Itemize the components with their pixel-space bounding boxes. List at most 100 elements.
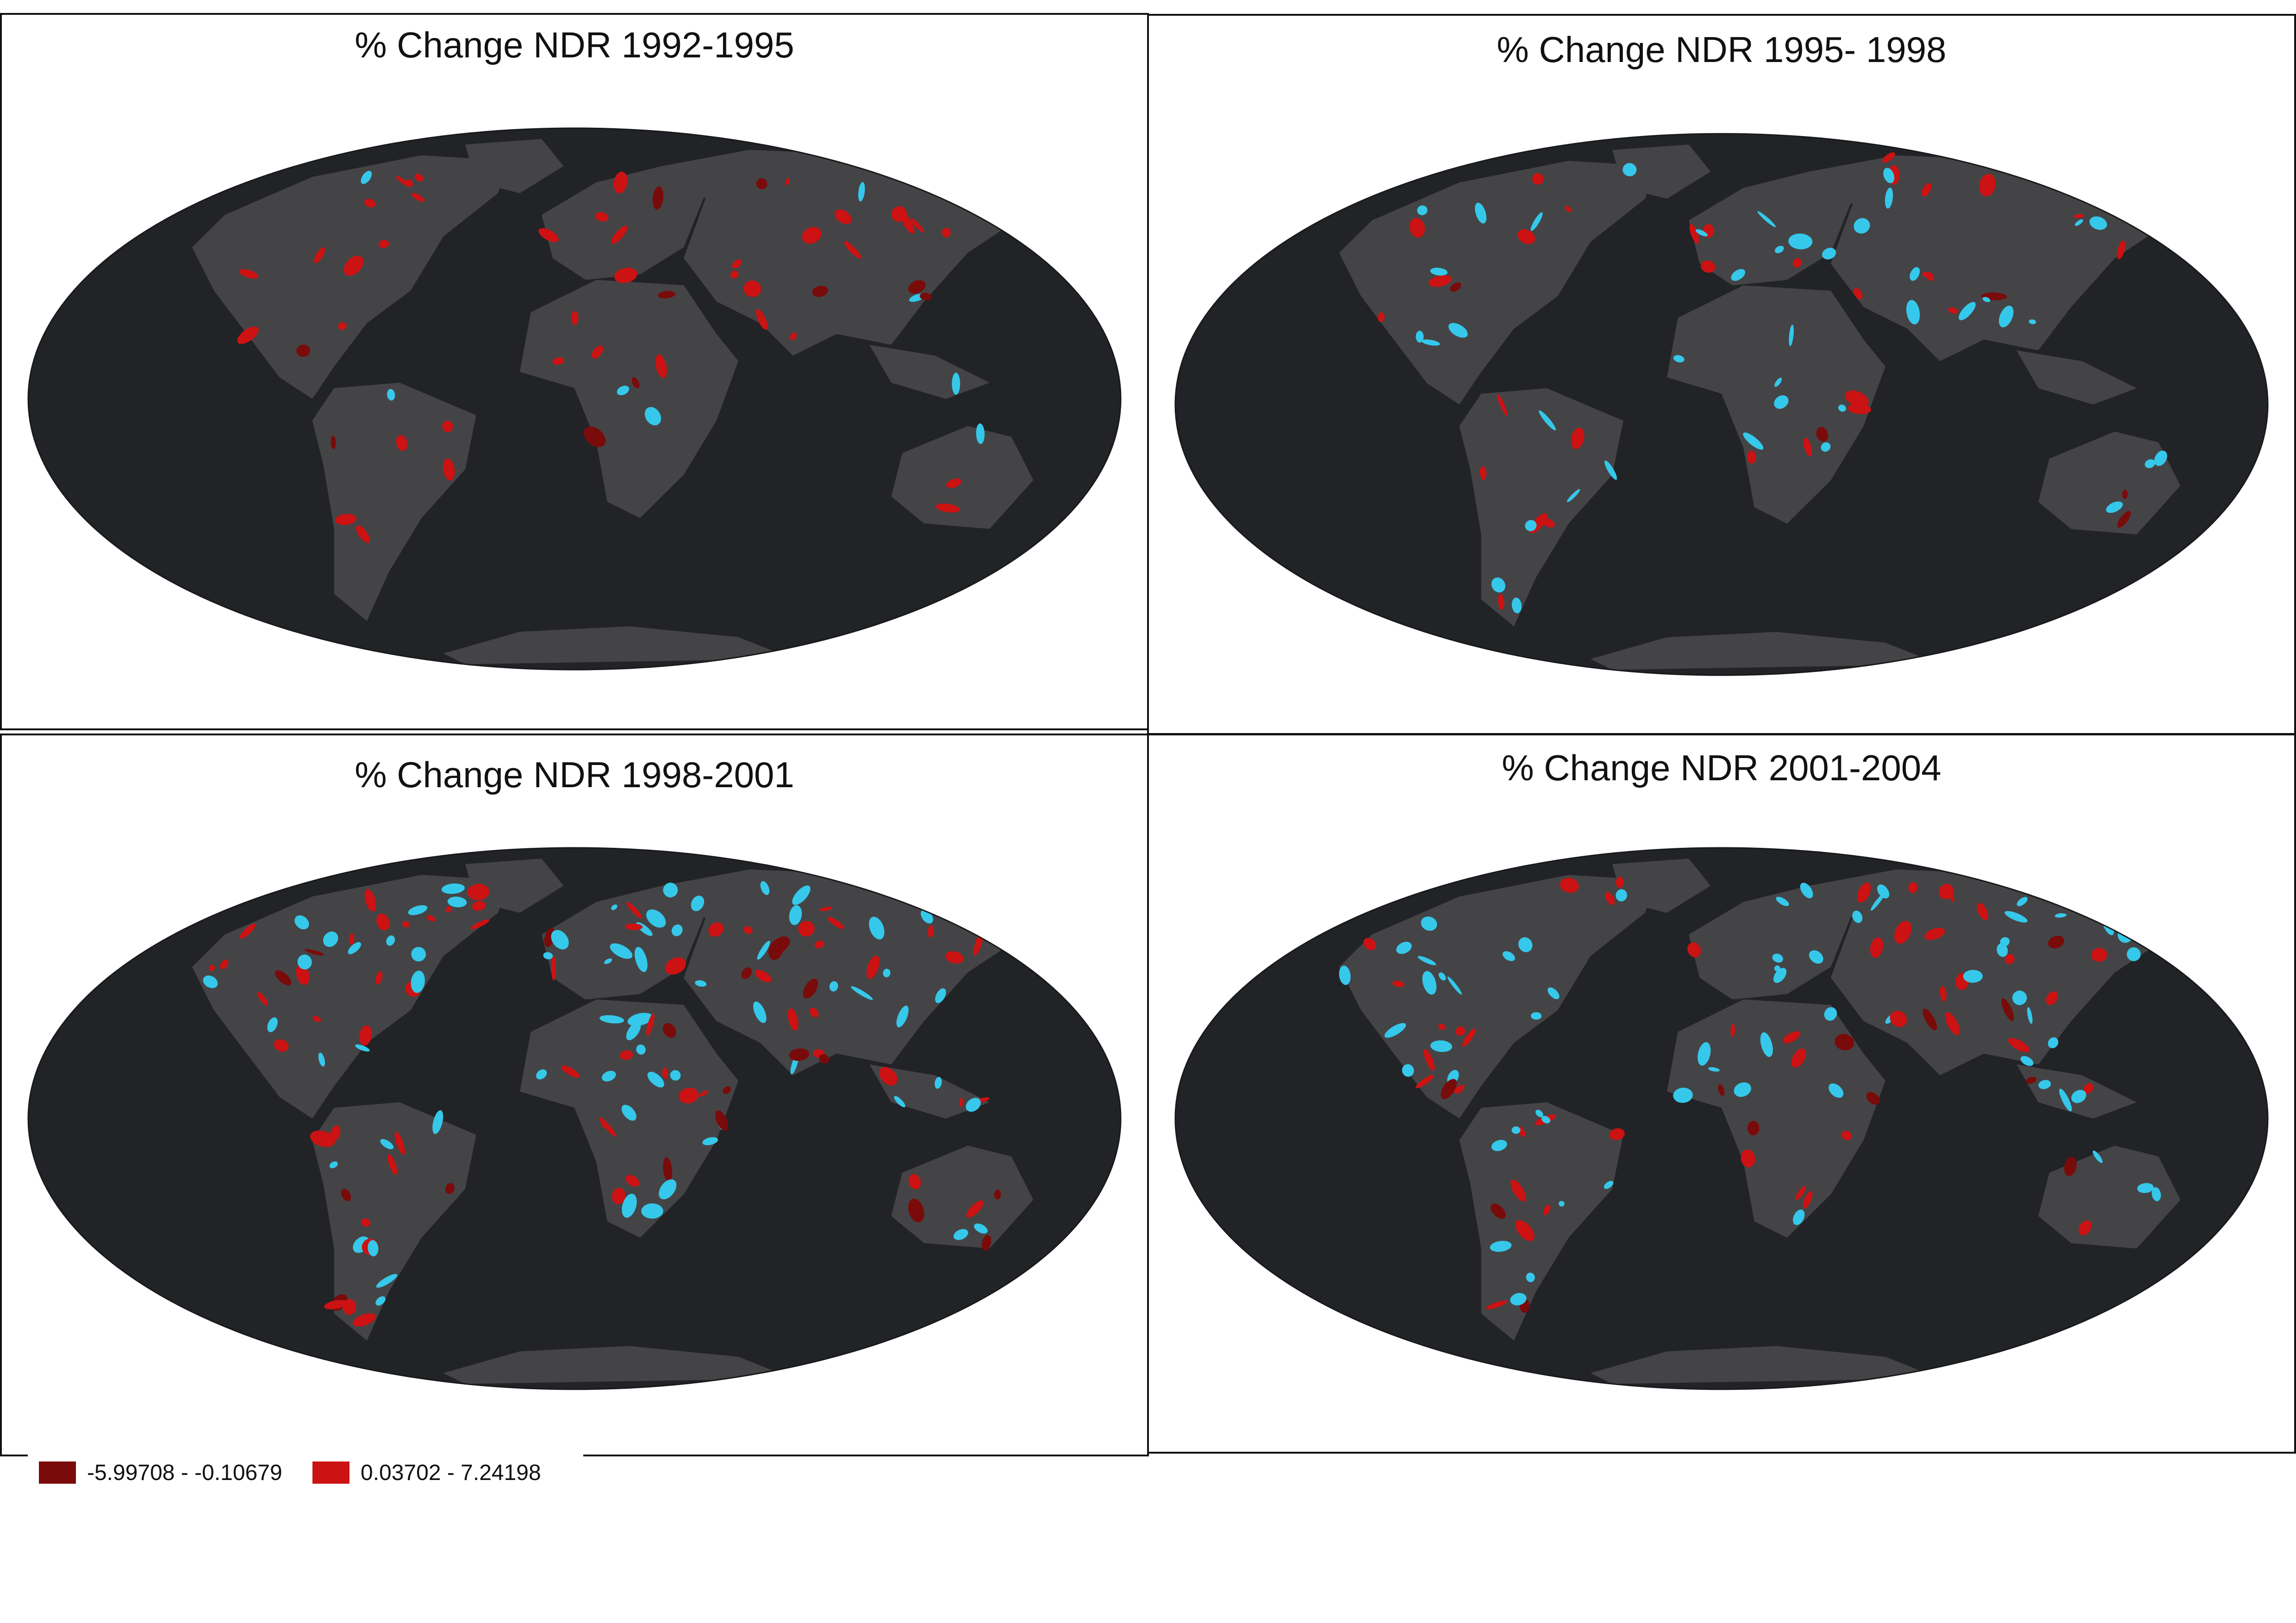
change-patch-red: [613, 171, 628, 193]
change-patch-red: [324, 1300, 348, 1310]
change-patch-red: [1977, 903, 1989, 920]
change-patch-cyan: [2027, 1007, 2033, 1024]
change-patch-cyan: [294, 915, 309, 930]
change-patch-red: [1454, 1084, 1465, 1094]
change-patch-red: [1945, 1012, 1960, 1035]
change-patch-cyan: [829, 981, 838, 992]
change-patch-cyan: [599, 1015, 624, 1024]
legend-label: 0.03702 - 7.24198: [361, 1460, 541, 1485]
change-patch-cyan: [869, 916, 885, 939]
change-patch-cyan: [1871, 893, 1885, 911]
change-patch-red: [959, 1097, 963, 1107]
change-patch-cyan: [2016, 897, 2028, 907]
change-patch-cyan: [375, 1296, 386, 1306]
change-patch-cyan: [1491, 577, 1505, 593]
change-patch-cyan: [1525, 520, 1537, 531]
land-antarctica: [1590, 632, 1940, 670]
change-patch-cyan: [1793, 1209, 1805, 1225]
change-patch-red: [1853, 288, 1863, 299]
change-patch-red: [1571, 427, 1585, 449]
land-southAmerica: [312, 1102, 476, 1341]
change-patch-red: [819, 907, 832, 911]
change-patch-red: [665, 957, 686, 975]
change-patch-cyan: [659, 1179, 677, 1200]
change-patch-cyan: [974, 1223, 988, 1234]
world-map: [27, 127, 1122, 671]
change-patch-red: [756, 309, 768, 330]
change-patch-red: [810, 1007, 819, 1018]
change-patch-red: [330, 1126, 341, 1141]
change-patch-red: [662, 1068, 668, 1079]
change-patch-red: [312, 1015, 321, 1022]
change-patch-cyan: [441, 883, 465, 894]
change-patch-cyan: [760, 881, 770, 895]
change-patch-red: [945, 951, 964, 964]
change-patch-cyan: [604, 958, 612, 964]
map-panel-1998-2001: % Change NDR 1998-2001: [0, 734, 1149, 1456]
change-patch-red: [611, 225, 628, 244]
change-patch-cyan: [1789, 324, 1794, 346]
change-patch-cyan: [1775, 246, 1784, 254]
change-patch-red: [1882, 152, 1896, 163]
change-patch-red: [620, 1050, 633, 1060]
change-patch-cyan: [851, 986, 873, 1000]
change-patch-cyan: [1430, 1040, 1453, 1052]
change-patch-red: [631, 377, 640, 389]
change-patch-cyan: [1417, 956, 1436, 965]
change-patch-red: [1841, 1131, 1852, 1140]
change-patch-cyan: [386, 935, 395, 946]
change-patch-red: [1890, 1010, 1907, 1027]
change-patch-red: [908, 1199, 924, 1223]
change-patch-red: [756, 178, 767, 190]
change-patch-red: [741, 967, 752, 979]
legend-item-negative: -5.99708 - -0.10679: [39, 1459, 282, 1486]
change-patch-cyan: [297, 954, 312, 970]
change-patch-red: [919, 292, 932, 300]
change-patch-cyan: [1511, 597, 1522, 614]
change-patch-red: [798, 920, 815, 937]
change-patch-cyan: [2127, 947, 2141, 961]
change-patch-red: [946, 478, 961, 488]
change-patch-cyan: [1885, 187, 1893, 209]
change-patch-red: [662, 1023, 676, 1038]
change-patch-cyan: [691, 895, 705, 911]
change-patch-cyan: [966, 1098, 981, 1112]
change-patch-red: [812, 286, 829, 297]
change-patch-red: [601, 1120, 606, 1128]
change-patch-red: [790, 332, 797, 341]
change-patch-cyan: [626, 1021, 641, 1040]
change-patch-red: [1783, 1031, 1801, 1044]
land-australia: [891, 1145, 1034, 1249]
change-patch-red: [814, 940, 824, 949]
change-patch-red: [584, 426, 606, 448]
land-europe: [1689, 885, 1853, 1000]
change-patch-cyan: [2137, 1183, 2154, 1193]
change-patch-cyan: [1743, 432, 1764, 450]
change-patch-red: [470, 919, 490, 929]
land-greenland: [1612, 858, 1711, 913]
map-title: % Change NDR 1998-2001: [355, 754, 794, 795]
change-patch-cyan: [610, 943, 633, 959]
change-patch-red: [1497, 394, 1508, 417]
map-title: % Change NDR 1992-1995: [355, 25, 794, 65]
change-patch-cyan: [2028, 319, 2036, 324]
change-patch-red: [942, 228, 951, 237]
change-patch-red: [1363, 938, 1376, 951]
change-patch-cyan: [1673, 1088, 1693, 1103]
land-africa: [520, 280, 738, 518]
change-patch-red: [1485, 1300, 1507, 1310]
change-patch-cyan: [1757, 211, 1776, 228]
change-patch-red: [237, 326, 259, 344]
change-patch-red: [1409, 218, 1425, 238]
change-patch-cyan: [953, 1229, 968, 1240]
change-patch-red: [2001, 998, 2014, 1021]
change-patch-red: [356, 525, 370, 543]
change-patch-red: [1741, 1149, 1755, 1168]
change-patch-cyan: [858, 182, 865, 202]
map-outline: [1174, 847, 2269, 1390]
change-patch-cyan: [1490, 1241, 1512, 1252]
change-patch-red: [1857, 883, 1871, 903]
change-patch-red: [2048, 935, 2065, 949]
change-patch-cyan: [922, 884, 938, 902]
change-patch-red: [614, 267, 637, 283]
